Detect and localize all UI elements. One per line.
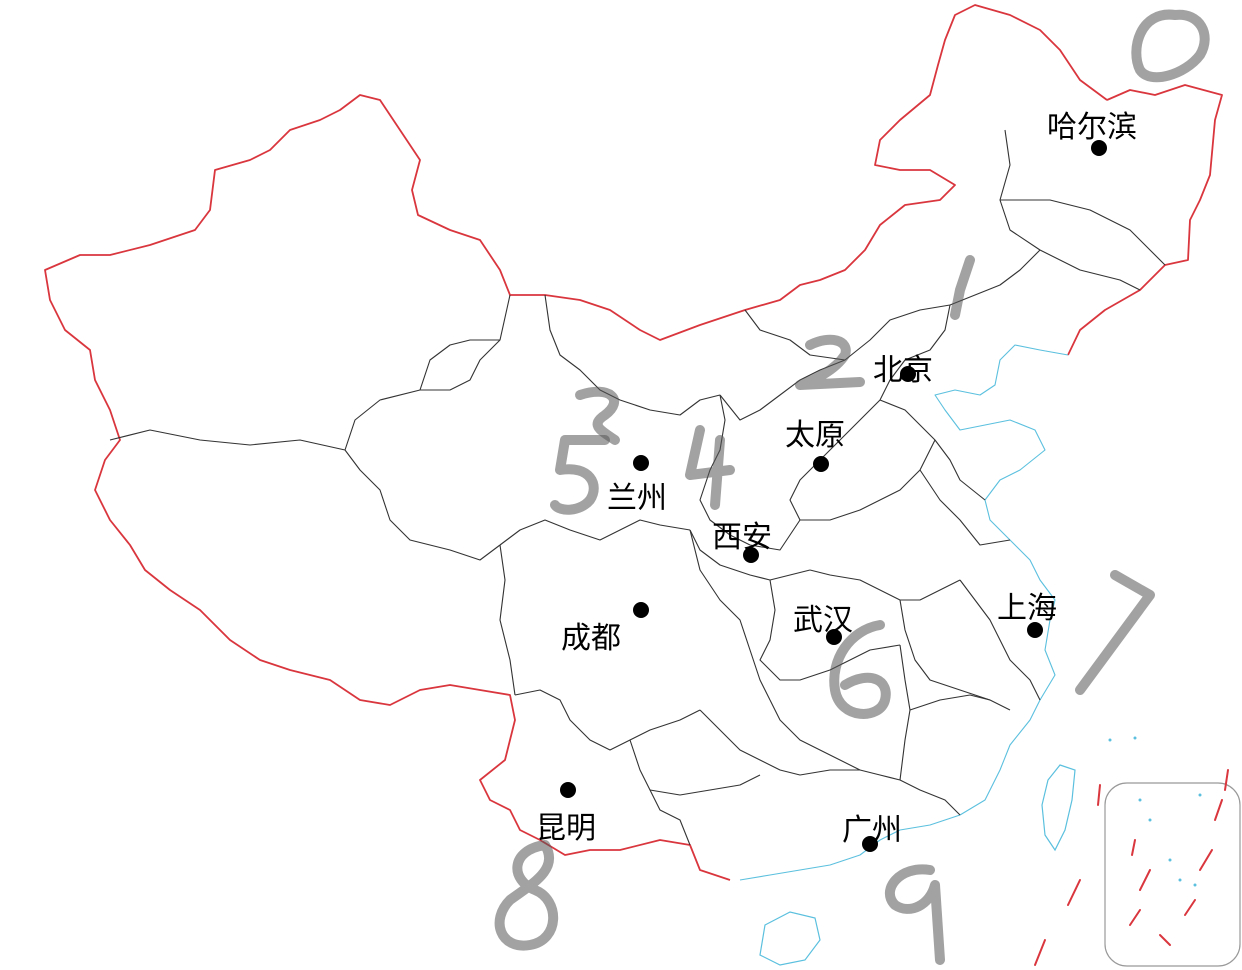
nine-dash-line (1034, 736, 1229, 966)
city-label: 北京 (873, 353, 933, 388)
hainan-island (759, 911, 821, 966)
nine-dash-segment (1067, 879, 1081, 906)
handwritten-digit-6 (829, 620, 891, 719)
handwritten-digit-5 (550, 435, 610, 515)
handwritten-digit-7 (1075, 570, 1155, 695)
nine-dash-segment (1034, 939, 1046, 966)
city-shanghai[interactable]: 上海 (997, 591, 1057, 638)
handwritten-digit-1 (950, 255, 975, 320)
national-border (44, 4, 1223, 881)
city-beijing[interactable]: 北京 (873, 353, 933, 388)
city-label: 西安 (712, 520, 772, 555)
city-label: 太原 (785, 418, 845, 453)
taiwan-island (1041, 764, 1076, 852)
city-dot (633, 602, 649, 618)
city-wuhan[interactable]: 武汉 (793, 603, 853, 645)
handwritten-digit-4 (685, 425, 735, 510)
city-dot (743, 547, 759, 563)
nine-dash-segment (1131, 839, 1136, 856)
south-china-sea-inset (1104, 782, 1241, 967)
city-label: 成都 (561, 621, 621, 656)
nine-dash-segment (1214, 799, 1223, 821)
city-dot (633, 455, 649, 471)
city-kunming[interactable]: 昆明 (536, 782, 596, 846)
city-xian[interactable]: 西安 (712, 520, 772, 563)
island-dot (1108, 738, 1112, 742)
city-dot (862, 836, 878, 852)
nine-dash-segment (1097, 784, 1101, 806)
cities: 哈尔滨 北京 太原 兰州 西安 成都 武汉 上海 (536, 110, 1137, 852)
handwritten-digit-9 (885, 864, 945, 965)
handwritten-digit-8 (494, 840, 559, 951)
city-guangzhou[interactable]: 广州 (842, 813, 902, 852)
city-label: 哈尔滨 (1047, 110, 1137, 145)
island-dot (1178, 878, 1182, 882)
city-label: 上海 (997, 591, 1057, 626)
city-dot (900, 366, 916, 382)
city-chengdu[interactable]: 成都 (561, 602, 649, 656)
city-dot (826, 629, 842, 645)
city-label: 昆明 (536, 811, 596, 846)
city-dot (560, 782, 576, 798)
nine-dash-segment (1129, 909, 1141, 926)
province-borders (109, 129, 1166, 846)
handwritten-digit-2 (795, 334, 865, 390)
island-dot (1168, 858, 1172, 862)
city-lanzhou[interactable]: 兰州 (607, 455, 667, 516)
island-dot (1193, 883, 1197, 887)
handwritten-digit-3 (575, 386, 620, 445)
coastline (739, 344, 1069, 881)
nine-dash-segment (1224, 769, 1229, 791)
city-label: 武汉 (793, 603, 853, 638)
nine-dash-segment (1139, 869, 1151, 891)
island-dot (1138, 798, 1142, 802)
city-label: 兰州 (607, 481, 667, 516)
nine-dash-segment (1199, 849, 1213, 871)
island-dot (1198, 793, 1202, 797)
city-label: 广州 (842, 813, 902, 848)
island-dot (1133, 736, 1137, 740)
city-harbin[interactable]: 哈尔滨 (1047, 110, 1137, 156)
nine-dash-segment (1159, 934, 1171, 946)
city-dot (813, 456, 829, 472)
city-dot (1091, 140, 1107, 156)
city-taiyuan[interactable]: 太原 (785, 418, 845, 472)
nine-dash-segment (1184, 899, 1196, 916)
handwritten-digits (494, 9, 1210, 965)
island-dot (1148, 818, 1152, 822)
city-dot (1027, 622, 1043, 638)
handwritten-digit-0 (1131, 9, 1210, 83)
